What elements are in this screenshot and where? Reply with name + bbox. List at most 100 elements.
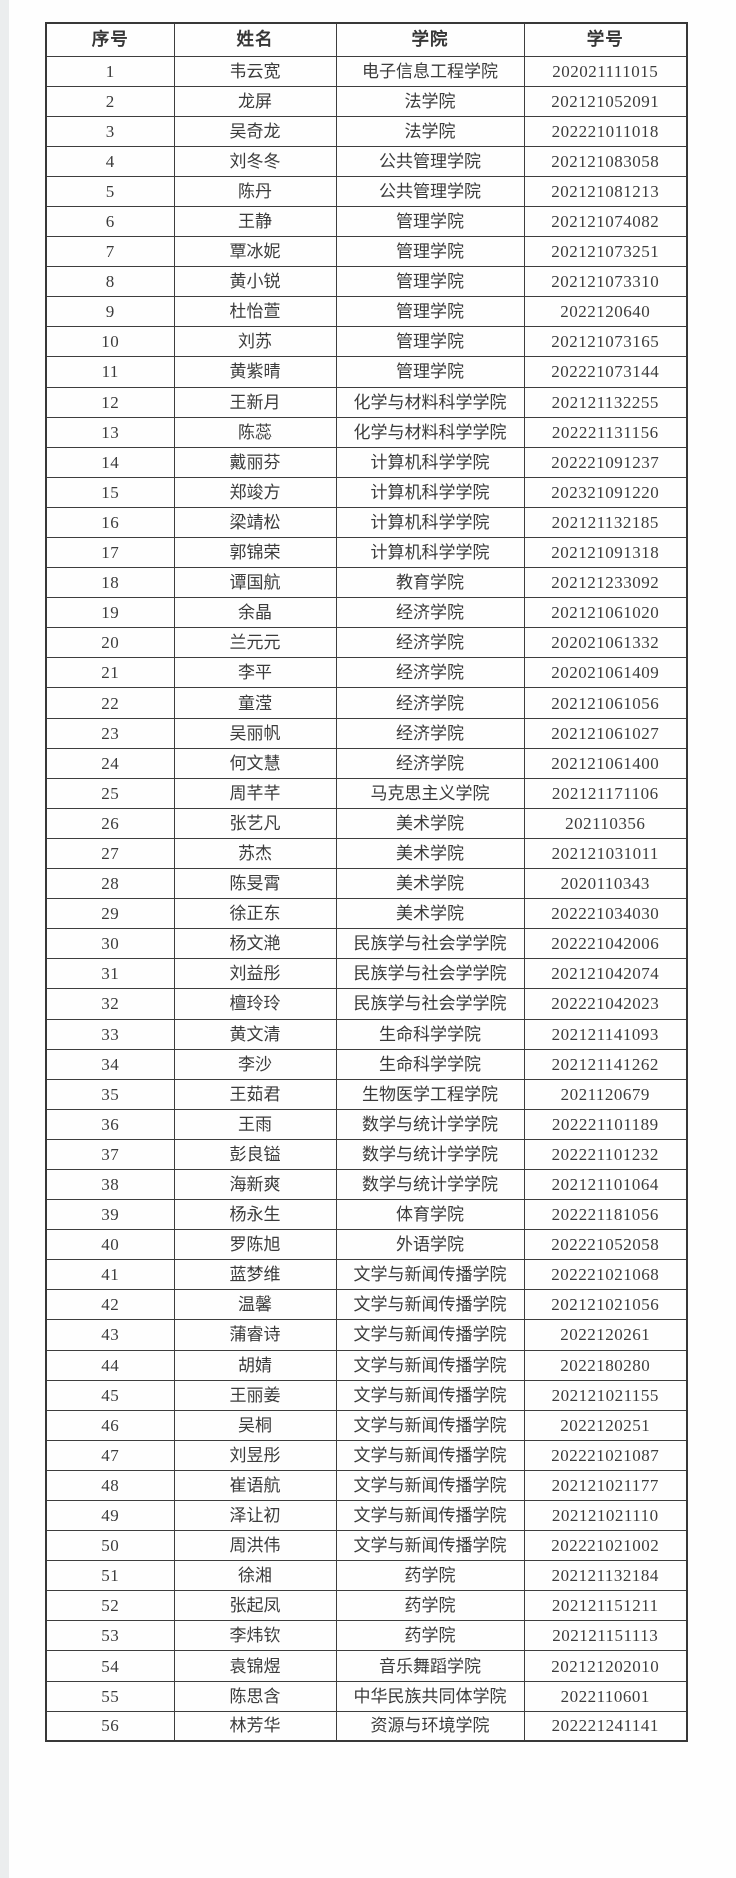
table-row: 45 王丽姜 文学与新闻传播学院 202121021155 — [45, 1379, 688, 1411]
college-name: 文学与新闻传播学院 — [335, 1349, 525, 1381]
row-index: 18 — [45, 567, 175, 599]
table-row: 30 杨文滟 民族学与社会学学院 202221042006 — [45, 928, 688, 960]
student-id: 202110356 — [523, 807, 688, 839]
college-name: 计算机科学学院 — [335, 536, 525, 569]
table-row: 47 刘昱彤 文学与新闻传播学院 202221021087 — [45, 1439, 688, 1471]
college-name: 外语学院 — [335, 1229, 525, 1261]
student-id: 202221181056 — [523, 1199, 688, 1231]
college-name: 文学与新闻传播学院 — [335, 1499, 525, 1532]
table-row: 37 彭良镒 数学与统计学学院 202221101232 — [45, 1138, 688, 1170]
row-index: 23 — [45, 717, 175, 749]
student-name: 刘苏 — [173, 326, 337, 358]
student-id: 202121061020 — [523, 597, 688, 629]
college-name: 管理学院 — [335, 236, 525, 268]
student-name: 海新爽 — [173, 1168, 337, 1201]
row-index: 17 — [45, 536, 175, 569]
row-index: 50 — [45, 1530, 175, 1562]
row-index: 55 — [45, 1680, 175, 1712]
row-index: 32 — [45, 988, 175, 1020]
college-name: 管理学院 — [335, 296, 525, 328]
col-header-index: 序号 — [45, 22, 175, 57]
student-id: 202221021087 — [523, 1439, 688, 1471]
college-name: 管理学院 — [335, 205, 525, 238]
table-row: 49 泽让初 文学与新闻传播学院 202121021110 — [45, 1499, 688, 1532]
table-row: 13 陈蕊 化学与材料科学学院 202221131156 — [45, 416, 688, 448]
table-row: 7 覃冰妮 管理学院 202121073251 — [45, 236, 688, 268]
student-id: 2022180280 — [523, 1349, 688, 1381]
table-row: 56 林芳华 资源与环境学院 202221241141 — [45, 1710, 688, 1742]
student-name: 郑竣方 — [173, 476, 337, 508]
student-name: 陈旻霄 — [173, 868, 337, 900]
table-row: 43 蒲睿诗 文学与新闻传播学院 2022120261 — [45, 1319, 688, 1351]
college-name: 药学院 — [335, 1560, 525, 1592]
college-name: 文学与新闻传播学院 — [335, 1439, 525, 1471]
student-id: 2020110343 — [523, 868, 688, 900]
college-name: 药学院 — [335, 1620, 525, 1652]
college-name: 数学与统计学学院 — [335, 1168, 525, 1201]
row-index: 42 — [45, 1289, 175, 1321]
college-name: 音乐舞蹈学院 — [335, 1650, 525, 1682]
student-name: 梁靖松 — [173, 506, 337, 539]
college-name: 管理学院 — [335, 326, 525, 358]
row-index: 4 — [45, 145, 175, 177]
student-name: 徐正东 — [173, 898, 337, 930]
student-name: 蒲睿诗 — [173, 1319, 337, 1351]
college-name: 计算机科学学院 — [335, 446, 525, 478]
student-name: 王雨 — [173, 1108, 337, 1140]
college-name: 经济学院 — [335, 717, 525, 749]
table-row: 53 李炜钦 药学院 202121151113 — [45, 1620, 688, 1652]
row-index: 37 — [45, 1138, 175, 1170]
student-name: 黄紫晴 — [173, 356, 337, 388]
table-row: 40 罗陈旭 外语学院 202221052058 — [45, 1229, 688, 1261]
college-name: 民族学与社会学学院 — [335, 988, 525, 1020]
row-index: 51 — [45, 1560, 175, 1592]
row-index: 22 — [45, 687, 175, 719]
student-name: 苏杰 — [173, 837, 337, 870]
student-id: 202121083058 — [523, 145, 688, 177]
row-index: 1 — [45, 55, 175, 87]
table-row: 17 郭锦荣 计算机科学学院 202121091318 — [45, 536, 688, 569]
student-name: 余晶 — [173, 597, 337, 629]
student-id: 202121073310 — [523, 266, 688, 298]
student-id: 202121074082 — [523, 205, 688, 238]
table-row: 16 梁靖松 计算机科学学院 202121132185 — [45, 506, 688, 539]
college-name: 美术学院 — [335, 837, 525, 870]
row-index: 33 — [45, 1018, 175, 1050]
student-id: 2022120251 — [523, 1409, 688, 1441]
table-row: 4 刘冬冬 公共管理学院 202121083058 — [45, 145, 688, 177]
student-id: 202221101232 — [523, 1138, 688, 1170]
college-name: 文学与新闻传播学院 — [335, 1379, 525, 1411]
student-id: 202221131156 — [523, 416, 688, 448]
student-name: 张起凤 — [173, 1590, 337, 1622]
row-index: 31 — [45, 958, 175, 990]
college-name: 法学院 — [335, 85, 525, 117]
student-name: 罗陈旭 — [173, 1229, 337, 1261]
college-name: 经济学院 — [335, 747, 525, 779]
student-id: 202121101064 — [523, 1168, 688, 1201]
table-row: 32 檀玲玲 民族学与社会学学院 202221042023 — [45, 988, 688, 1020]
student-name: 何文慧 — [173, 747, 337, 779]
college-name: 美术学院 — [335, 898, 525, 930]
table-row: 1 韦云宽 电子信息工程学院 202021111015 — [45, 55, 688, 87]
table-row: 23 吴丽帆 经济学院 202121061027 — [45, 717, 688, 749]
table-row: 25 周芊芊 马克思主义学院 202121171106 — [45, 777, 688, 809]
student-name: 王丽姜 — [173, 1379, 337, 1411]
student-name: 温馨 — [173, 1289, 337, 1321]
col-header-name: 姓名 — [173, 22, 337, 57]
table-row: 19 余晶 经济学院 202121061020 — [45, 597, 688, 629]
table-row: 2 龙屏 法学院 202121052091 — [45, 85, 688, 117]
student-name: 李沙 — [173, 1048, 337, 1080]
student-id: 202121021056 — [523, 1289, 688, 1321]
college-name: 经济学院 — [335, 657, 525, 689]
student-id: 2021120679 — [523, 1078, 688, 1110]
student-name: 檀玲玲 — [173, 988, 337, 1020]
table-row: 24 何文慧 经济学院 202121061400 — [45, 747, 688, 779]
table-row: 54 袁锦煜 音乐舞蹈学院 202121202010 — [45, 1650, 688, 1682]
college-name: 文学与新闻传播学院 — [335, 1469, 525, 1502]
row-index: 29 — [45, 898, 175, 930]
college-name: 计算机科学学院 — [335, 506, 525, 539]
student-name: 王静 — [173, 205, 337, 238]
college-name: 体育学院 — [335, 1199, 525, 1231]
college-name: 民族学与社会学学院 — [335, 958, 525, 990]
student-id: 202121081213 — [523, 175, 688, 207]
